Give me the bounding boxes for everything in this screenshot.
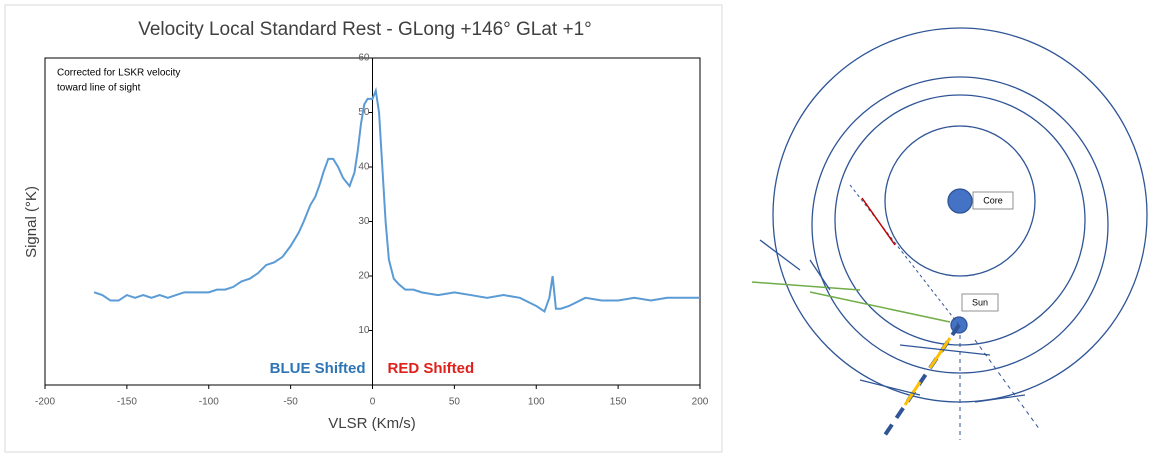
orbit	[834, 94, 1086, 346]
arrow	[809, 259, 831, 291]
core-label: Core	[983, 195, 1003, 205]
orbit	[884, 125, 1036, 277]
x-tick-label: -100	[199, 397, 219, 408]
label-box	[961, 293, 999, 312]
x-tick-label: 100	[528, 397, 545, 408]
sun-label: Sun	[972, 297, 988, 307]
arrow	[899, 344, 991, 356]
arrow	[928, 337, 952, 369]
region-label: BLUE Shifted	[270, 360, 366, 377]
y-tick-label: 20	[358, 271, 370, 282]
guide	[974, 339, 1041, 431]
y-axis-label: Signal (°K)	[23, 186, 40, 258]
arrow	[974, 394, 1026, 403]
y-tick-label: 30	[358, 216, 370, 227]
x-tick-label: -150	[117, 397, 137, 408]
arrow	[759, 239, 801, 271]
x-tick-label: -50	[283, 397, 298, 408]
region-label: RED Shifted	[388, 360, 475, 377]
core	[947, 188, 973, 214]
x-tick-label: 50	[449, 397, 461, 408]
label-box	[972, 191, 1014, 210]
orbit	[811, 76, 1109, 374]
y-tick-label: 40	[358, 162, 370, 173]
arrow	[859, 379, 921, 396]
chart-frame	[4, 4, 723, 453]
line-series	[93, 86, 700, 313]
x-tick-label: -200	[35, 397, 55, 408]
x-tick-label: 0	[370, 397, 376, 408]
arrow	[861, 197, 896, 246]
annotation: toward line of sight	[57, 83, 141, 94]
arrow	[809, 291, 951, 323]
galaxy-diagram	[751, 27, 1148, 440]
chart: 10 20 30 40 50 60 -200 -150 -100 -50 0 50 100 150 200 B…	[35, 53, 709, 408]
arrow	[751, 281, 861, 291]
chart-title: Velocity Local Standard Rest - GLong +14…	[138, 19, 592, 40]
y-tick-label: 10	[358, 325, 370, 336]
y-tick-label: 60	[358, 53, 370, 64]
y-tick-label: 50	[358, 107, 370, 118]
annotation: Corrected for LSKR velocity	[57, 68, 180, 79]
x-axis-label: VLSR (Km/s)	[328, 415, 416, 432]
x-tick-label: 150	[610, 397, 627, 408]
x-tick-label: 200	[692, 397, 709, 408]
